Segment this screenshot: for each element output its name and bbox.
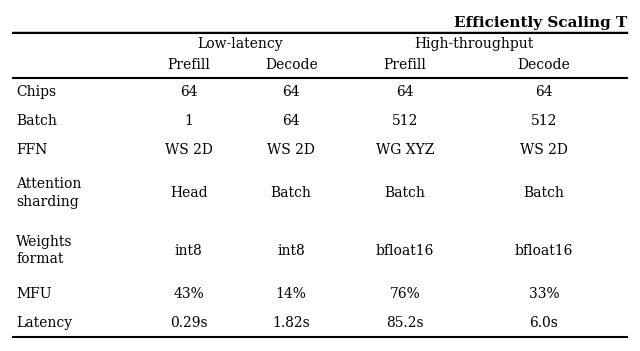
Text: 6.0s: 6.0s xyxy=(529,316,559,330)
Text: MFU: MFU xyxy=(16,287,51,301)
Text: 14%: 14% xyxy=(276,287,307,301)
Text: 512: 512 xyxy=(392,114,418,128)
Text: High-throughput: High-throughput xyxy=(415,37,534,51)
Text: bfloat16: bfloat16 xyxy=(376,244,434,258)
Text: 43%: 43% xyxy=(173,287,204,301)
Text: bfloat16: bfloat16 xyxy=(515,244,573,258)
Text: 64: 64 xyxy=(180,85,198,99)
Text: Latency: Latency xyxy=(16,316,72,330)
Text: 64: 64 xyxy=(282,114,300,128)
Text: 1.82s: 1.82s xyxy=(273,316,310,330)
Text: Batch: Batch xyxy=(16,114,57,128)
Text: Batch: Batch xyxy=(524,186,564,200)
Text: WS 2D: WS 2D xyxy=(520,143,568,157)
Text: Batch: Batch xyxy=(271,186,312,200)
Text: Batch: Batch xyxy=(385,186,425,200)
Text: 33%: 33% xyxy=(529,287,559,301)
Text: Chips: Chips xyxy=(16,85,56,99)
Text: int8: int8 xyxy=(277,244,305,258)
Text: 64: 64 xyxy=(282,85,300,99)
Text: 0.29s: 0.29s xyxy=(170,316,207,330)
Text: Weights
format: Weights format xyxy=(16,235,72,266)
Text: WS 2D: WS 2D xyxy=(268,143,315,157)
Text: Prefill: Prefill xyxy=(168,58,210,72)
Text: Head: Head xyxy=(170,186,207,200)
Text: Efficiently Scaling T: Efficiently Scaling T xyxy=(454,16,627,30)
Text: Low-latency: Low-latency xyxy=(197,37,283,51)
Text: 64: 64 xyxy=(535,85,553,99)
Text: Attention
sharding: Attention sharding xyxy=(16,177,81,209)
Text: 512: 512 xyxy=(531,114,557,128)
Text: WG XYZ: WG XYZ xyxy=(376,143,434,157)
Text: int8: int8 xyxy=(175,244,203,258)
Text: Prefill: Prefill xyxy=(383,58,426,72)
Text: WS 2D: WS 2D xyxy=(165,143,212,157)
Text: 1: 1 xyxy=(184,114,193,128)
Text: 64: 64 xyxy=(396,85,413,99)
Text: 85.2s: 85.2s xyxy=(386,316,424,330)
Text: 76%: 76% xyxy=(389,287,420,301)
Text: FFN: FFN xyxy=(16,143,47,157)
Text: Decode: Decode xyxy=(518,58,570,72)
Text: Decode: Decode xyxy=(265,58,317,72)
